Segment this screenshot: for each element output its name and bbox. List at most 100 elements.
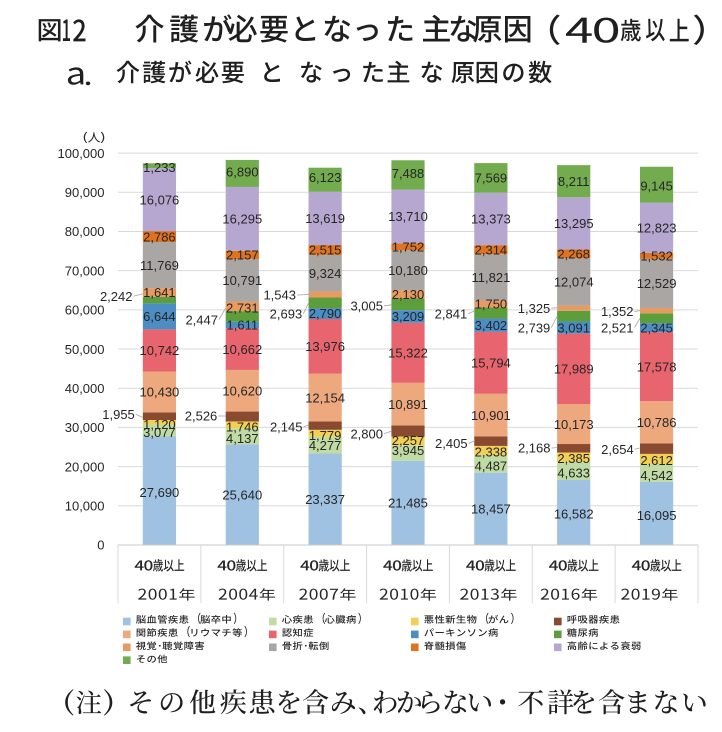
svg-text:2,526: 2,526 xyxy=(185,409,218,424)
svg-text:12,154: 12,154 xyxy=(305,390,345,405)
svg-text:2,242: 2,242 xyxy=(100,289,133,304)
svg-text:3,402: 3,402 xyxy=(475,318,508,333)
svg-text:30,000: 30,000 xyxy=(65,420,105,435)
svg-text:7,488: 7,488 xyxy=(392,166,425,181)
svg-text:2,338: 2,338 xyxy=(475,445,508,460)
svg-text:1,611: 1,611 xyxy=(227,318,259,333)
svg-text:18,457: 18,457 xyxy=(471,502,511,517)
svg-text:2,268: 2,268 xyxy=(557,247,590,262)
svg-text:2,693: 2,693 xyxy=(270,307,303,322)
svg-text:2,731: 2,731 xyxy=(226,300,259,315)
svg-text:15,322: 15,322 xyxy=(388,346,428,361)
svg-text:10,430: 10,430 xyxy=(140,385,180,400)
svg-text:40,000: 40,000 xyxy=(65,381,105,396)
svg-text:13,373: 13,373 xyxy=(471,212,511,227)
svg-text:7,569: 7,569 xyxy=(475,171,508,186)
svg-text:2,800: 2,800 xyxy=(350,426,383,441)
svg-text:1,352: 1,352 xyxy=(601,304,634,319)
svg-text:17,989: 17,989 xyxy=(554,362,594,377)
svg-text:1,955: 1,955 xyxy=(102,407,135,422)
svg-text:2,612: 2,612 xyxy=(640,453,673,468)
svg-text:1,233: 1,233 xyxy=(143,160,176,175)
svg-text:8,211: 8,211 xyxy=(558,174,590,189)
svg-text:2,521: 2,521 xyxy=(601,320,634,335)
svg-text:2,786: 2,786 xyxy=(143,229,176,244)
svg-text:10,901: 10,901 xyxy=(471,408,511,423)
svg-text:23,337: 23,337 xyxy=(305,492,345,507)
svg-text:16,295: 16,295 xyxy=(222,212,262,227)
svg-text:4,487: 4,487 xyxy=(475,459,508,474)
svg-text:10,742: 10,742 xyxy=(140,343,180,358)
svg-text:9,145: 9,145 xyxy=(640,179,673,194)
svg-text:16,076: 16,076 xyxy=(140,192,180,207)
svg-text:11,821: 11,821 xyxy=(472,270,511,285)
svg-text:4,137: 4,137 xyxy=(226,431,259,446)
svg-text:2,515: 2,515 xyxy=(309,243,342,258)
svg-text:2,168: 2,168 xyxy=(518,441,551,456)
svg-text:4,277: 4,277 xyxy=(309,438,342,453)
svg-text:2,257: 2,257 xyxy=(392,433,425,448)
svg-text:15,794: 15,794 xyxy=(471,356,511,371)
svg-text:3,077: 3,077 xyxy=(143,425,176,440)
svg-text:100,000: 100,000 xyxy=(58,146,105,161)
svg-text:12,823: 12,823 xyxy=(637,220,677,235)
svg-text:1,325: 1,325 xyxy=(518,301,551,316)
svg-text:16,582: 16,582 xyxy=(554,507,594,522)
svg-text:2,385: 2,385 xyxy=(557,451,590,466)
svg-text:2,841: 2,841 xyxy=(435,306,468,321)
svg-text:1,641: 1,641 xyxy=(143,285,176,300)
svg-text:2,654: 2,654 xyxy=(601,442,634,457)
svg-text:90,000: 90,000 xyxy=(65,185,105,200)
svg-text:16,095: 16,095 xyxy=(637,508,677,523)
svg-text:4,542: 4,542 xyxy=(640,468,673,483)
svg-text:2,405: 2,405 xyxy=(435,436,468,451)
svg-text:10,786: 10,786 xyxy=(637,415,677,430)
svg-text:2,447: 2,447 xyxy=(185,312,218,327)
svg-text:1,120: 1,120 xyxy=(143,417,176,432)
svg-text:2,130: 2,130 xyxy=(392,287,425,302)
svg-text:6,123: 6,123 xyxy=(309,170,342,185)
svg-text:1,752: 1,752 xyxy=(392,240,425,255)
svg-text:2,314: 2,314 xyxy=(475,242,508,257)
svg-text:1,746: 1,746 xyxy=(226,420,259,435)
svg-text:1,532: 1,532 xyxy=(640,249,673,264)
svg-text:11,769: 11,769 xyxy=(140,258,179,273)
svg-text:2,790: 2,790 xyxy=(309,306,342,321)
svg-text:2,345: 2,345 xyxy=(640,320,673,335)
svg-text:10,180: 10,180 xyxy=(388,263,428,278)
svg-text:10,620: 10,620 xyxy=(222,384,262,399)
svg-text:9,324: 9,324 xyxy=(309,266,342,281)
svg-text:12,529: 12,529 xyxy=(637,276,677,291)
svg-text:60,000: 60,000 xyxy=(65,303,105,318)
svg-text:27,690: 27,690 xyxy=(140,485,180,500)
svg-text:2,145: 2,145 xyxy=(270,420,303,435)
svg-text:70,000: 70,000 xyxy=(65,263,105,278)
svg-text:20,000: 20,000 xyxy=(65,459,105,474)
svg-text:1,543: 1,543 xyxy=(263,288,296,303)
svg-text:80,000: 80,000 xyxy=(65,224,105,239)
svg-text:10,891: 10,891 xyxy=(388,397,428,412)
svg-text:17,578: 17,578 xyxy=(637,360,677,375)
svg-text:3,005: 3,005 xyxy=(350,299,383,314)
svg-text:4,633: 4,633 xyxy=(557,465,590,480)
svg-text:6,890: 6,890 xyxy=(226,164,259,179)
svg-text:1,750: 1,750 xyxy=(475,297,508,312)
svg-text:50,000: 50,000 xyxy=(65,342,105,357)
svg-text:2,739: 2,739 xyxy=(518,320,551,335)
svg-text:0: 0 xyxy=(97,538,104,553)
svg-text:3,091: 3,091 xyxy=(557,320,590,335)
svg-text:2,157: 2,157 xyxy=(226,248,259,263)
svg-text:6,644: 6,644 xyxy=(143,309,176,324)
svg-text:13,295: 13,295 xyxy=(554,216,594,231)
svg-text:1,779: 1,779 xyxy=(309,428,342,443)
svg-text:12,074: 12,074 xyxy=(554,275,594,290)
svg-text:25,640: 25,640 xyxy=(222,488,262,503)
svg-text:3,945: 3,945 xyxy=(392,443,425,458)
svg-text:13,710: 13,710 xyxy=(388,209,428,224)
svg-text:3,209: 3,209 xyxy=(392,309,425,324)
svg-text:21,485: 21,485 xyxy=(388,496,428,511)
svg-text:10,173: 10,173 xyxy=(554,417,594,432)
svg-text:10,000: 10,000 xyxy=(65,499,105,514)
svg-text:13,619: 13,619 xyxy=(305,211,345,226)
svg-text:13,976: 13,976 xyxy=(305,339,345,354)
